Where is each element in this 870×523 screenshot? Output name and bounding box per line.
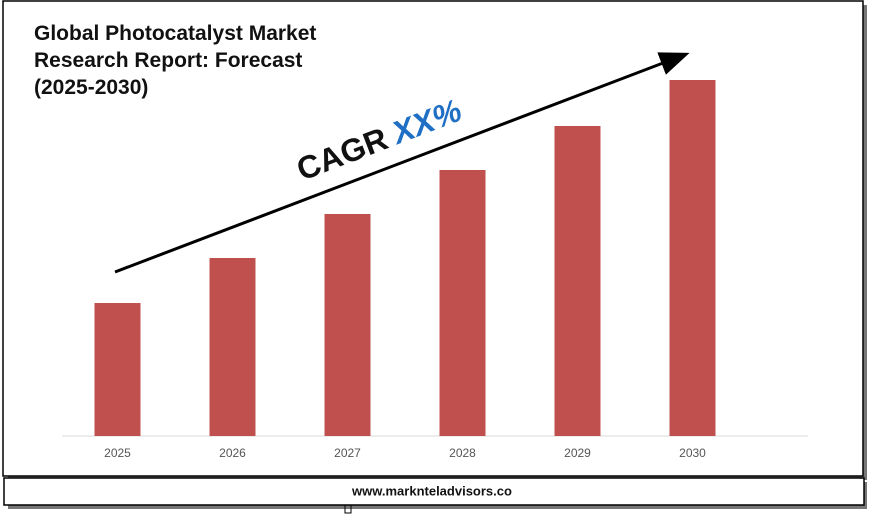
footer-box — [3, 477, 865, 506]
x-tick-label: 2026 — [219, 446, 246, 460]
x-tick-label: 2030 — [679, 446, 706, 460]
bar — [439, 170, 486, 436]
bar — [94, 303, 141, 436]
footer-text: www.marknteladvisors.co — [351, 483, 512, 498]
x-tick-label: 2025 — [104, 446, 131, 460]
bar — [209, 258, 256, 436]
bar — [554, 126, 601, 436]
trend-arrow — [114, 52, 690, 274]
x-tick-label: 2028 — [449, 446, 476, 460]
bar — [669, 80, 716, 436]
x-tick-label: 2027 — [334, 446, 361, 460]
x-tick-label: 2029 — [564, 446, 591, 460]
frame — [2, 0, 864, 477]
bar — [324, 214, 371, 436]
chart-title: Global Photocatalyst Market Research Rep… — [34, 22, 317, 99]
footer-mark — [344, 504, 352, 514]
